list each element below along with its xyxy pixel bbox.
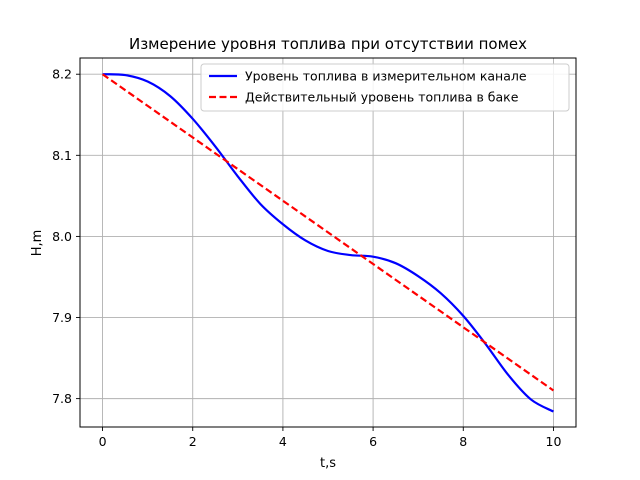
y-tick-label: 8.1 [52,148,72,163]
x-axis-label: t,s [320,456,336,471]
x-tick-label: 10 [546,434,562,449]
plot-frame [79,57,577,428]
y-tick-label: 8.2 [52,67,72,82]
y-tick-label: 7.8 [52,391,72,406]
series-lines [101,73,555,413]
legend-label-actual: Действительный уровень топлива в баке [245,90,519,105]
legend: Уровень топлива в измерительном канале Д… [200,63,570,112]
y-tick-label: 7.9 [52,310,72,325]
legend-box [200,63,570,112]
series-line-measured [102,73,554,413]
legend-label-measured: Уровень топлива в измерительном канале [245,69,527,84]
x-tick-label: 0 [99,434,107,449]
chart-title: Измерение уровня топлива при отсутствии … [129,35,527,53]
y-tick-label: 8.0 [52,229,72,244]
x-tick-label: 8 [459,434,467,449]
x-tick-label: 6 [369,434,377,449]
series-line-actual [101,73,555,392]
x-tick-label: 2 [189,434,197,449]
x-tick-label: 4 [279,434,287,449]
axis-ticks: 0 2 4 6 8 10 7.8 7.9 8.0 8.1 8.2 [52,67,561,449]
y-axis-label: H,m [30,230,45,257]
